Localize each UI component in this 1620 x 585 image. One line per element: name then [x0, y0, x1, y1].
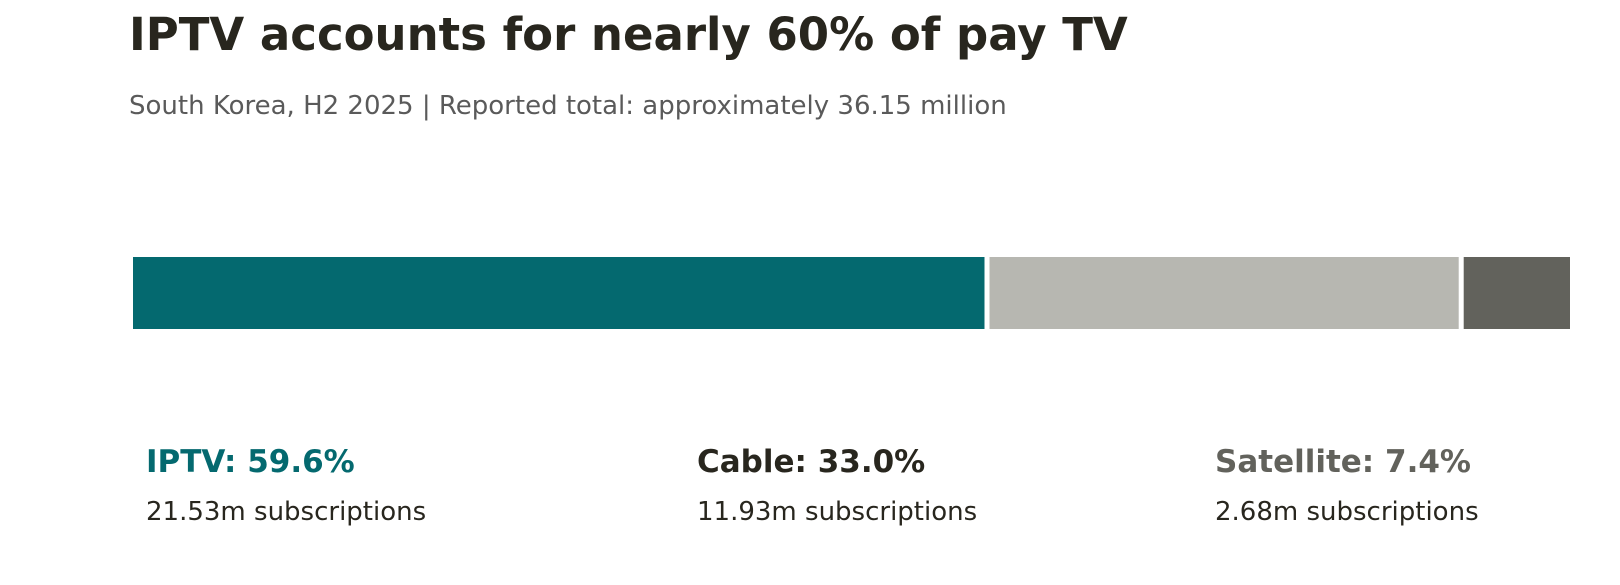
satellite-share-label: Satellite: 7.4%: [1215, 444, 1471, 480]
cable-share-label: Cable: 33.0%: [697, 444, 926, 480]
cable-subscriptions-label: 11.93m subscriptions: [697, 497, 978, 527]
bar-segment-cable: [989, 257, 1459, 329]
iptv-subscriptions-label: 21.53m subscriptions: [146, 497, 427, 527]
iptv-share-label: IPTV: 59.6%: [146, 444, 355, 480]
bar-segment-satellite: [1463, 257, 1570, 329]
chart-subtitle: South Korea, H2 2025 | Reported total: a…: [129, 91, 1007, 121]
chart-title: IPTV accounts for nearly 60% of pay TV: [129, 8, 1128, 61]
satellite-subscriptions-label: 2.68m subscriptions: [1215, 497, 1479, 527]
bar-segment-iptv: [133, 257, 985, 329]
